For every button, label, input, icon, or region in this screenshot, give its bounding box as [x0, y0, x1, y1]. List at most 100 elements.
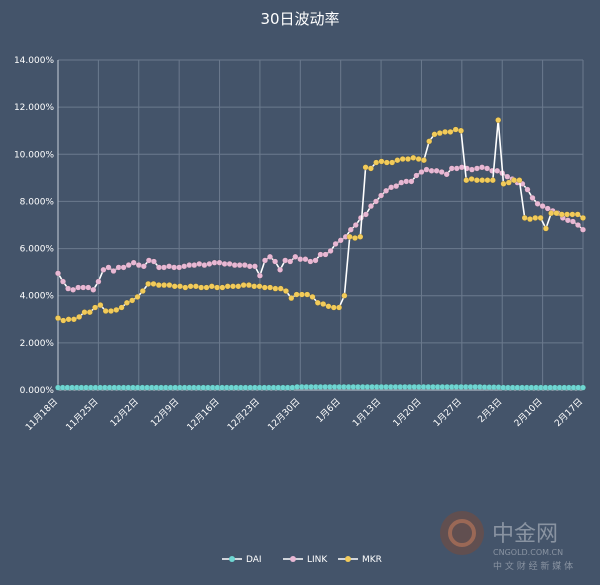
point-link	[85, 284, 92, 291]
point-link	[130, 259, 137, 266]
point-link	[261, 257, 269, 264]
point-link	[216, 259, 223, 266]
x-tick-label: 1月13日	[351, 396, 384, 429]
point-link	[564, 217, 571, 224]
axis-layer: 0.000% 2.000% 4.000% 6.000% 8.000% 10.000% 12.…	[14, 56, 585, 433]
point-mkr	[293, 291, 300, 298]
y-tick-label: 6.000%	[20, 245, 55, 255]
point-link	[241, 262, 248, 269]
point-mkr	[118, 304, 125, 311]
point-link	[539, 203, 546, 210]
point-link	[332, 240, 339, 247]
point-link	[393, 183, 400, 190]
point-link	[287, 258, 294, 265]
point-mkr	[548, 210, 555, 217]
point-mkr	[76, 313, 83, 320]
series-dai	[54, 383, 587, 391]
point-mkr	[447, 128, 454, 135]
series-line-mkr	[57, 120, 584, 322]
y-tick-label: 10.000%	[14, 150, 54, 160]
point-mkr	[484, 177, 491, 184]
point-mkr	[500, 180, 507, 187]
y-tick-label: 12.000%	[14, 103, 54, 113]
point-mkr	[373, 159, 380, 166]
point-link	[105, 264, 112, 271]
point-link	[408, 178, 415, 185]
point-mkr	[314, 299, 321, 306]
point-mkr	[489, 177, 496, 184]
point-mkr	[65, 316, 72, 323]
point-link	[95, 278, 102, 285]
point-mkr	[394, 157, 401, 164]
point-link	[292, 253, 299, 260]
watermark-logo-ring	[448, 519, 476, 547]
series-link	[54, 164, 587, 293]
x-tick-label: 1月20日	[391, 396, 424, 429]
y-tick-label: 8.000%	[20, 197, 55, 207]
point-mkr	[198, 284, 205, 291]
point-mkr	[107, 307, 115, 315]
point-link	[433, 167, 440, 174]
point-mkr	[245, 282, 252, 289]
x-tick-label: 2月10日	[512, 396, 545, 429]
point-mkr	[288, 295, 295, 302]
point-mkr	[282, 287, 290, 295]
point-mkr	[378, 158, 385, 165]
point-link	[529, 194, 536, 201]
point-link	[337, 237, 344, 244]
point-mkr	[505, 179, 512, 186]
point-link	[413, 172, 420, 179]
point-mkr	[351, 234, 359, 242]
watermark-url: CNGOLD.COM.CN	[493, 548, 563, 557]
x-tick-label: 2月17日	[552, 396, 585, 429]
point-link	[65, 285, 72, 292]
point-link	[367, 203, 375, 210]
point-mkr	[261, 284, 268, 291]
point-mkr	[81, 309, 88, 316]
point-mkr	[532, 214, 539, 221]
legend-marker	[345, 556, 351, 562]
series-layer	[54, 117, 587, 391]
watermark-brand: 中金网	[492, 522, 558, 547]
point-link	[266, 253, 274, 260]
point-link	[246, 263, 253, 270]
point-mkr	[495, 117, 502, 124]
point-mkr	[463, 177, 470, 184]
point-link	[322, 251, 329, 258]
point-mkr	[229, 283, 237, 290]
point-mkr	[410, 154, 417, 161]
legend-item-link: LINK	[283, 555, 328, 565]
point-link	[418, 168, 425, 176]
y-tick-label: 0.000%	[20, 386, 55, 396]
point-mkr	[526, 216, 534, 223]
point-mkr	[97, 302, 104, 309]
point-mkr	[564, 211, 571, 218]
point-link	[206, 260, 213, 267]
point-mkr	[214, 284, 221, 291]
point-link	[494, 167, 501, 174]
point-link	[362, 211, 369, 218]
point-mkr	[240, 282, 247, 289]
chart-title: 30日波动率	[260, 10, 340, 28]
legend-item-dai: DAI	[222, 555, 262, 565]
point-mkr	[420, 157, 427, 164]
point-mkr	[357, 233, 364, 240]
point-link	[484, 165, 491, 172]
point-mkr	[415, 155, 422, 163]
x-tick-label: 12月9日	[149, 396, 182, 429]
point-mkr	[304, 291, 311, 298]
point-link	[297, 256, 304, 263]
point-mkr	[426, 138, 433, 145]
point-mkr	[161, 282, 168, 289]
point-link	[569, 218, 576, 225]
point-mkr	[330, 304, 337, 311]
point-link	[191, 262, 198, 269]
point-mkr	[521, 214, 528, 221]
x-tick-label: 12月2日	[108, 396, 141, 429]
point-mkr	[155, 282, 162, 289]
point-link	[458, 164, 465, 171]
point-link	[504, 173, 511, 180]
point-link	[403, 178, 410, 185]
legend-marker	[229, 556, 235, 562]
